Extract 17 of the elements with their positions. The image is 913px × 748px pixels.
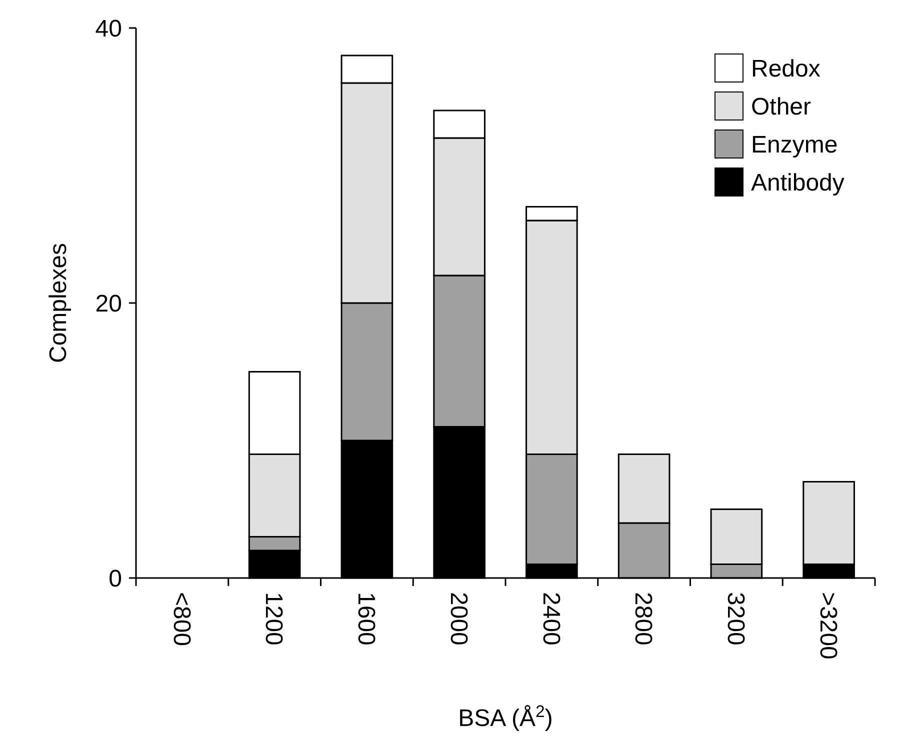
legend-label: Enzyme xyxy=(751,131,838,158)
x-tick-label: 2400 xyxy=(537,592,564,646)
legend-label: Antibody xyxy=(751,169,844,196)
y-axis-title: Complexes xyxy=(45,242,72,364)
x-tick-label: 2000 xyxy=(444,592,472,646)
x-axis-title: BSA (Å$^{2}$) xyxy=(458,702,553,732)
y-tick-label: 40 xyxy=(95,15,122,42)
x-tick-label: <800 xyxy=(168,592,195,646)
x-tick-label: 3200 xyxy=(722,592,750,646)
x-tick-label: 1600 xyxy=(352,592,380,646)
x-tick-label: >3200 xyxy=(814,592,842,660)
legend-label: Redox xyxy=(751,55,820,82)
y-tick-label: 0 xyxy=(108,565,122,592)
y-tick-label: 20 xyxy=(95,290,122,318)
x-tick-label: 2800 xyxy=(630,592,657,646)
legend-label: Other xyxy=(751,93,812,120)
x-tick-label: 1200 xyxy=(260,592,288,646)
